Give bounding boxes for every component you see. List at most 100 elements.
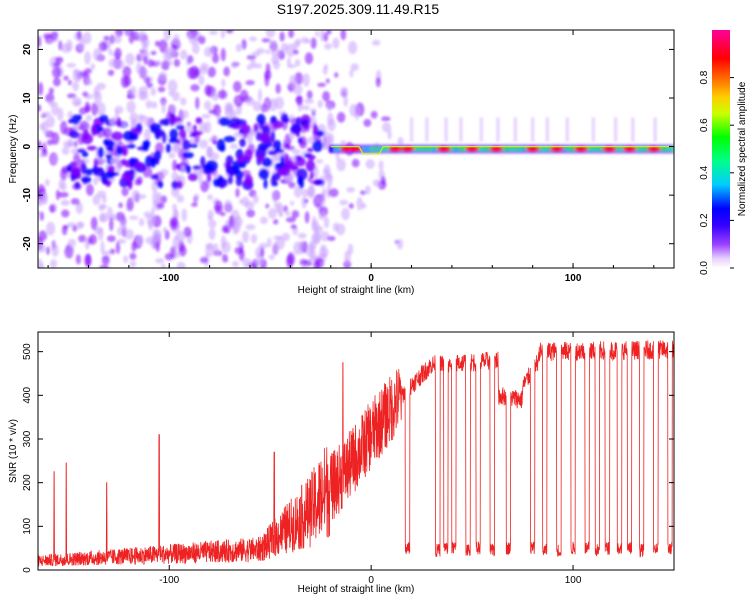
spectrogram-cell <box>51 66 62 79</box>
spectrogram-cell <box>115 241 121 254</box>
snr-frame <box>37 331 675 571</box>
spectrogram-cell <box>72 69 80 75</box>
spectrogram-cell <box>89 234 97 245</box>
spectrogram-cell <box>175 230 186 242</box>
spectrogram-cell <box>38 258 43 268</box>
spectrogram-cell <box>74 181 81 189</box>
spectrogram-cell <box>288 30 295 39</box>
spectrogram-cell <box>304 98 314 104</box>
spectrogram-cell <box>116 117 122 128</box>
spectrogram-cell <box>39 212 45 221</box>
spectrogram-cell <box>66 246 73 257</box>
spectrogram-cell <box>46 115 55 128</box>
spectrogram-cell <box>128 157 135 167</box>
spectrogram-streak <box>479 117 483 142</box>
spectrogram-cell <box>85 114 93 122</box>
spectrogram-peak <box>347 146 362 152</box>
spectrogram-cell <box>354 106 360 121</box>
spectrogram-blobs <box>38 30 674 268</box>
spectrogram-cell <box>109 34 116 44</box>
spectrogram-cell <box>90 63 96 70</box>
spectrogram-cell <box>38 244 46 253</box>
spectrogram-cell <box>84 105 91 112</box>
spectrogram-cell <box>109 117 116 127</box>
spectrogram-streak <box>513 117 517 142</box>
spectrogram-cell <box>134 161 142 167</box>
spectrogram-cell <box>291 148 301 155</box>
spectrogram-cell <box>233 81 242 93</box>
spectrogram-cell <box>136 53 143 62</box>
spectrogram-cell <box>187 173 198 182</box>
spectrogram-cell <box>145 155 153 168</box>
spectrogram-cell <box>78 234 87 243</box>
spectrogram-cell <box>308 185 316 197</box>
spectrogram-cell <box>195 117 203 125</box>
spectrogram-cell <box>238 198 244 205</box>
spectrogram-cell <box>326 30 332 35</box>
spectrogram-cell <box>176 139 181 145</box>
spectrogram-cell <box>126 100 136 114</box>
spectrogram-cell <box>173 33 180 48</box>
spectrogram-cell <box>122 130 135 141</box>
spectrogram-cell <box>58 191 69 198</box>
spectrogram-cell <box>361 202 367 209</box>
spectrogram-cell <box>311 110 316 117</box>
spectrogram-cell <box>299 258 307 266</box>
spectrogram-streak <box>459 117 463 142</box>
spectrogram-cell <box>217 89 228 100</box>
spectrogram-cell <box>206 146 213 159</box>
spectrogram-cell <box>101 177 109 185</box>
spectrogram-cell <box>102 195 107 204</box>
spectrogram-cell <box>315 159 324 164</box>
spectrogram-cell <box>334 72 339 78</box>
spectrogram-cell <box>126 144 136 149</box>
spectrogram-cell <box>219 211 226 217</box>
spectrogram-cell <box>162 131 167 144</box>
spectrogram-cell <box>268 39 278 46</box>
spectrogram-cell <box>271 172 281 181</box>
spectrogram-cell <box>265 49 271 55</box>
spectrogram-cell <box>161 263 166 268</box>
snr-ylabel: SNR (10 * v/v) <box>8 419 19 483</box>
spectrogram-cell <box>261 157 273 167</box>
spectrogram-cell <box>168 152 176 159</box>
spectrogram-cell <box>101 158 107 163</box>
spectrogram-cell <box>175 252 180 259</box>
spectrogram-peak <box>400 146 415 152</box>
spectrogram-cell <box>365 159 375 170</box>
spectrogram-cell <box>161 101 166 114</box>
spectrogram-cell <box>221 78 226 88</box>
spectrogram-cell <box>208 30 218 36</box>
spectrogram-cell <box>218 117 231 126</box>
snr-ticks: -100 0 100 0 100 200 300 400 500 <box>22 332 674 586</box>
spectrogram-cell <box>319 247 329 257</box>
spectrogram-cell <box>138 218 145 227</box>
spectrogram-cell <box>142 67 148 81</box>
spectrogram-cell <box>346 186 356 193</box>
spectrogram-cell <box>313 165 319 179</box>
spectrogram-cell <box>116 145 123 156</box>
spectrogram-cell <box>322 90 331 102</box>
spectrogram-cell <box>170 186 180 198</box>
spectrogram-cell <box>165 143 172 154</box>
spectrogram-cell <box>238 129 244 135</box>
spectrogram-cell <box>267 150 278 156</box>
spectrogram-cell <box>285 216 296 223</box>
spectrogram-cell <box>323 32 329 43</box>
spectrogram-cell <box>190 202 198 207</box>
spectrogram-cell <box>198 74 205 86</box>
spectrogram-cell <box>341 207 350 221</box>
spectrogram-cell <box>205 160 218 172</box>
spectrogram-xlabel: Height of straight line (km) <box>298 285 415 296</box>
spectrogram-cell <box>70 166 82 176</box>
spectrogram-cell <box>203 46 213 58</box>
spectrogram-cell <box>46 221 56 236</box>
spectrogram-cell <box>69 161 78 168</box>
spectrogram-peak <box>388 146 403 152</box>
spectrogram-cell <box>130 85 137 98</box>
spectrogram-cell <box>237 153 245 164</box>
spectrogram-cell <box>211 52 220 64</box>
spectrogram-cell <box>327 133 335 146</box>
spectrogram-cell <box>289 200 295 206</box>
spectrogram-cell <box>279 165 291 177</box>
